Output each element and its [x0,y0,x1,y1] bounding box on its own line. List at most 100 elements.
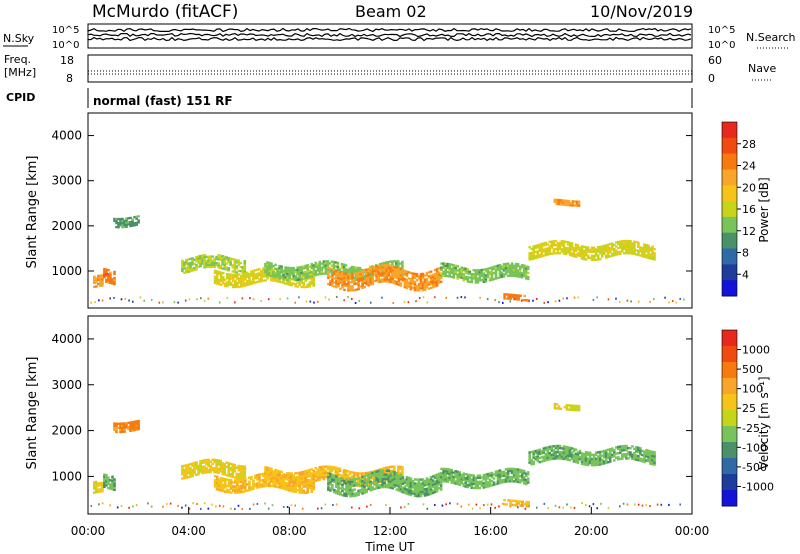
echo-cell [393,265,397,269]
echo-cell [442,473,445,477]
echo-cell [586,250,590,253]
echo-cell [282,483,285,486]
echo-cell [173,301,176,304]
echo-cell [369,474,372,477]
echo-cell [562,451,566,454]
echo-cell [223,263,226,267]
echo-cell [494,482,498,486]
echo-cell [527,501,530,504]
echo-cell [327,274,330,278]
echo-cell [574,245,578,248]
echo-cell [425,487,429,490]
echo-cell [474,271,478,274]
echo-cell [367,274,370,277]
echo-cell [565,404,569,407]
echo-cell [266,468,269,472]
echo-cell [312,264,316,267]
echo-cell [552,252,556,255]
echo-cell [322,264,326,267]
echo-cell [233,264,237,267]
echo-cell [229,487,233,490]
echo-cell [244,272,247,275]
echo-cell [351,488,354,492]
echo-cell [189,270,192,273]
echo-cell [651,463,654,466]
echo-cell [225,258,228,261]
echo-cell [344,471,348,474]
echo-cell [429,286,433,290]
echo-cell [280,481,283,484]
echo-cell [207,458,210,461]
echo-cell [346,470,350,473]
echo-cell [201,461,204,464]
echo-cell [488,267,492,270]
echo-cell [270,480,273,483]
echo-cell [557,405,561,408]
echo-cell [219,283,223,286]
echo-cell [234,489,237,492]
echo-cell [466,280,470,283]
echo-cell [330,272,334,275]
echo-cell [558,241,562,245]
echo-cell [268,265,271,269]
echo-cell [292,275,295,278]
echo-cell [193,463,196,467]
echo-cell [405,286,409,290]
echo-cell [569,404,573,407]
echo-cell [241,469,245,472]
echo-cell [362,270,366,274]
echo-cell [227,258,230,262]
echo-cell [93,281,96,284]
echo-cell [478,279,482,282]
echo-cell [586,457,590,460]
echo-cell [607,298,610,301]
echo-cell [135,221,138,224]
echo-cell [115,422,118,425]
echo-cell [454,270,457,273]
echo-cell [409,485,413,488]
echo-cell [385,504,387,507]
echo-cell [532,257,535,260]
echo-cell [468,272,472,275]
echo-cell [429,486,433,489]
echo-cell [397,279,401,282]
echo-cell [566,448,570,451]
echo-cell [219,277,223,280]
echo-cell [452,479,455,483]
echo-cell [464,481,468,484]
echo-cell [113,428,116,431]
echo-cell [625,455,628,458]
echo-cell [419,492,423,496]
echo-cell [557,198,561,202]
echo-cell [534,244,538,247]
echo-cell [494,299,496,302]
echo-cell [598,450,602,454]
echo-cell [218,504,221,507]
echo-cell [437,273,441,276]
echo-cell [361,486,364,489]
echo-cell [225,484,229,487]
echo-cell [454,474,457,477]
echo-cell [458,483,462,486]
echo-cell [254,482,257,486]
echo-cell [365,474,368,477]
echo-cell [371,266,374,269]
echo-cell [525,299,528,302]
echo-cell [123,424,126,427]
echo-cell [268,274,271,277]
echo-cell [649,450,652,453]
echo-cell [310,484,314,487]
echo-cell [358,299,361,302]
echo-cell [333,269,336,272]
echo-cell [484,270,488,273]
echo-cell [580,249,584,252]
echo-cell [560,248,564,251]
echo-cell [203,256,206,259]
echo-cell [552,244,556,247]
echo-cell [341,286,344,289]
echo-cell [191,470,194,474]
colorbar-swatch [722,378,737,395]
echo-cell [492,481,496,484]
echo-cell [183,477,186,480]
echo-cell [532,247,535,250]
